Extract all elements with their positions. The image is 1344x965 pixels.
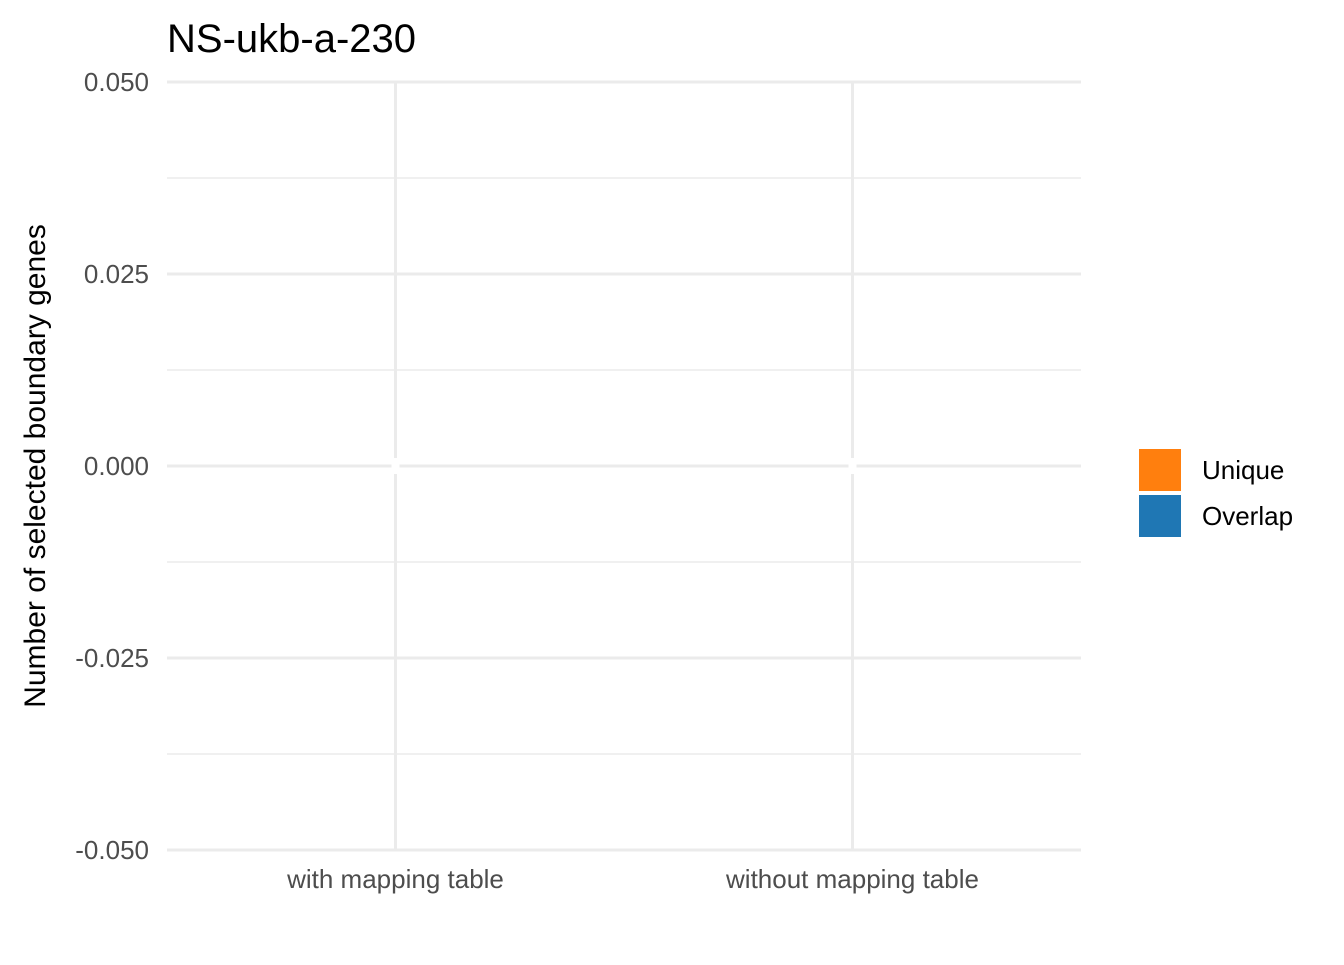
x-tick-label: with mapping table (286, 864, 504, 894)
y-tick-label: 0.000 (84, 451, 149, 481)
y-axis-ticks: -0.050 -0.025 0.000 0.025 0.050 (75, 67, 149, 865)
bars (391, 458, 857, 474)
legend: Unique Overlap (1139, 449, 1293, 537)
y-tick-label: 0.050 (84, 67, 149, 97)
legend-key-overlap (1139, 495, 1181, 537)
chart-title: NS-ukb-a-230 (167, 17, 416, 61)
legend-label-overlap: Overlap (1202, 501, 1293, 531)
grid-lines (167, 80, 1081, 852)
legend-key-unique (1139, 449, 1181, 491)
x-axis-ticks: with mapping table without mapping table (286, 864, 979, 894)
y-tick-label: -0.050 (75, 835, 149, 865)
y-axis-title: Number of selected boundary genes (19, 224, 52, 708)
x-tick-label: without mapping table (725, 864, 979, 894)
legend-label-unique: Unique (1202, 455, 1284, 485)
y-tick-label: -0.025 (75, 643, 149, 673)
y-tick-label: 0.025 (84, 259, 149, 289)
